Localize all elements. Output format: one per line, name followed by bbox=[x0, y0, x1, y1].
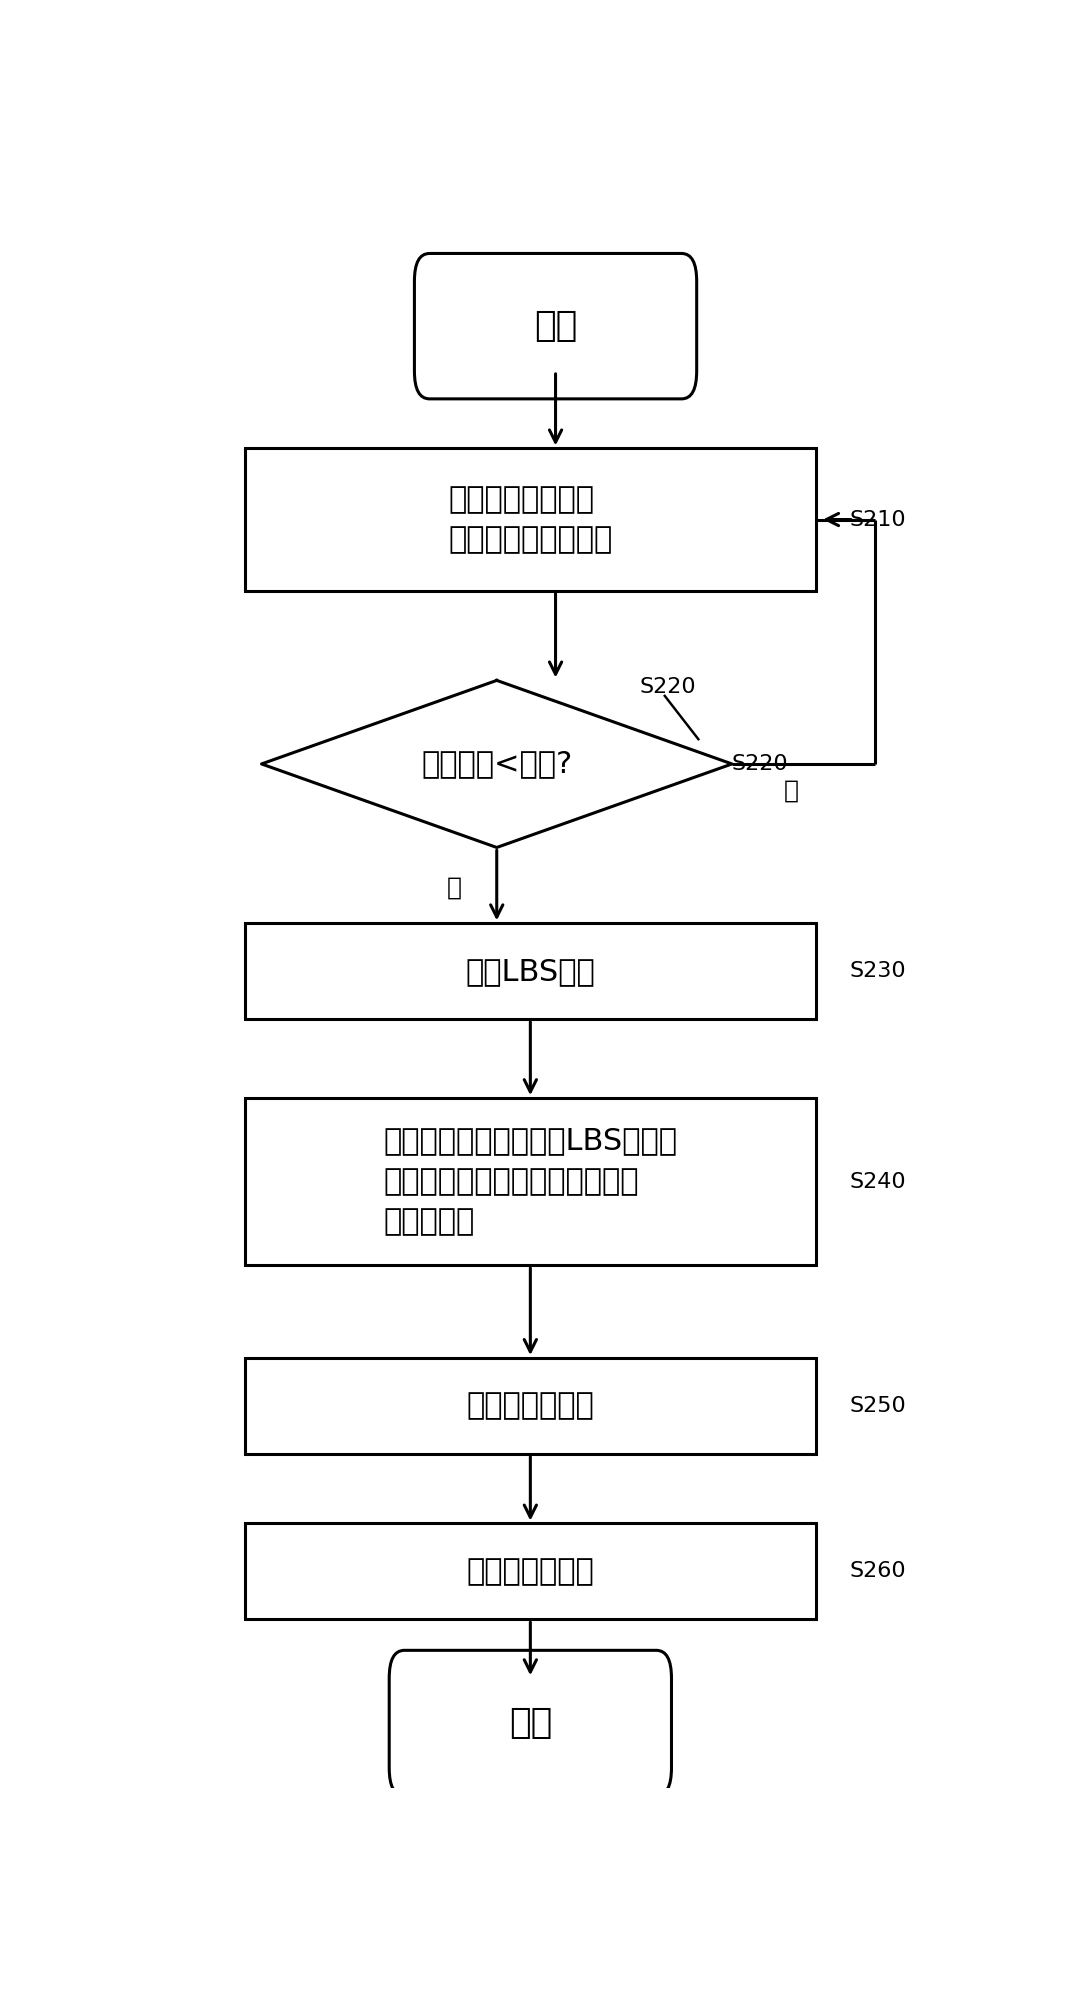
Text: 是: 是 bbox=[448, 876, 462, 900]
Text: 扫描推荐的基站: 扫描推荐的基站 bbox=[466, 1557, 594, 1585]
FancyBboxPatch shape bbox=[245, 1358, 816, 1455]
FancyBboxPatch shape bbox=[245, 924, 816, 1019]
FancyBboxPatch shape bbox=[245, 1523, 816, 1619]
Text: 在扫描报告消息中包括LBS信息，
发送扫描报告消息，并接收推荐
的基站信息: 在扫描报告消息中包括LBS信息， 发送扫描报告消息，并接收推荐 的基站信息 bbox=[384, 1127, 678, 1238]
Text: 开始: 开始 bbox=[534, 309, 577, 344]
Text: S260: S260 bbox=[850, 1561, 906, 1581]
Text: 产生LBS信息: 产生LBS信息 bbox=[465, 956, 595, 986]
Text: S250: S250 bbox=[850, 1396, 906, 1416]
Text: S220: S220 bbox=[732, 753, 788, 773]
Text: 检查推荐的基站: 检查推荐的基站 bbox=[466, 1392, 594, 1420]
Text: S240: S240 bbox=[850, 1171, 906, 1191]
FancyBboxPatch shape bbox=[389, 1649, 671, 1796]
FancyBboxPatch shape bbox=[245, 448, 816, 591]
Text: 通知基站是否支持
基于位置信息的切换: 通知基站是否支持 基于位置信息的切换 bbox=[448, 484, 612, 554]
Text: S220: S220 bbox=[640, 677, 696, 697]
FancyBboxPatch shape bbox=[414, 253, 697, 400]
Text: S210: S210 bbox=[850, 510, 906, 530]
Text: S230: S230 bbox=[850, 960, 906, 980]
Text: 否: 否 bbox=[784, 777, 798, 802]
Text: 结束: 结束 bbox=[508, 1706, 552, 1740]
Polygon shape bbox=[261, 681, 732, 848]
Text: 信道质量<阈値?: 信道质量<阈値? bbox=[421, 749, 572, 777]
FancyBboxPatch shape bbox=[245, 1099, 816, 1266]
